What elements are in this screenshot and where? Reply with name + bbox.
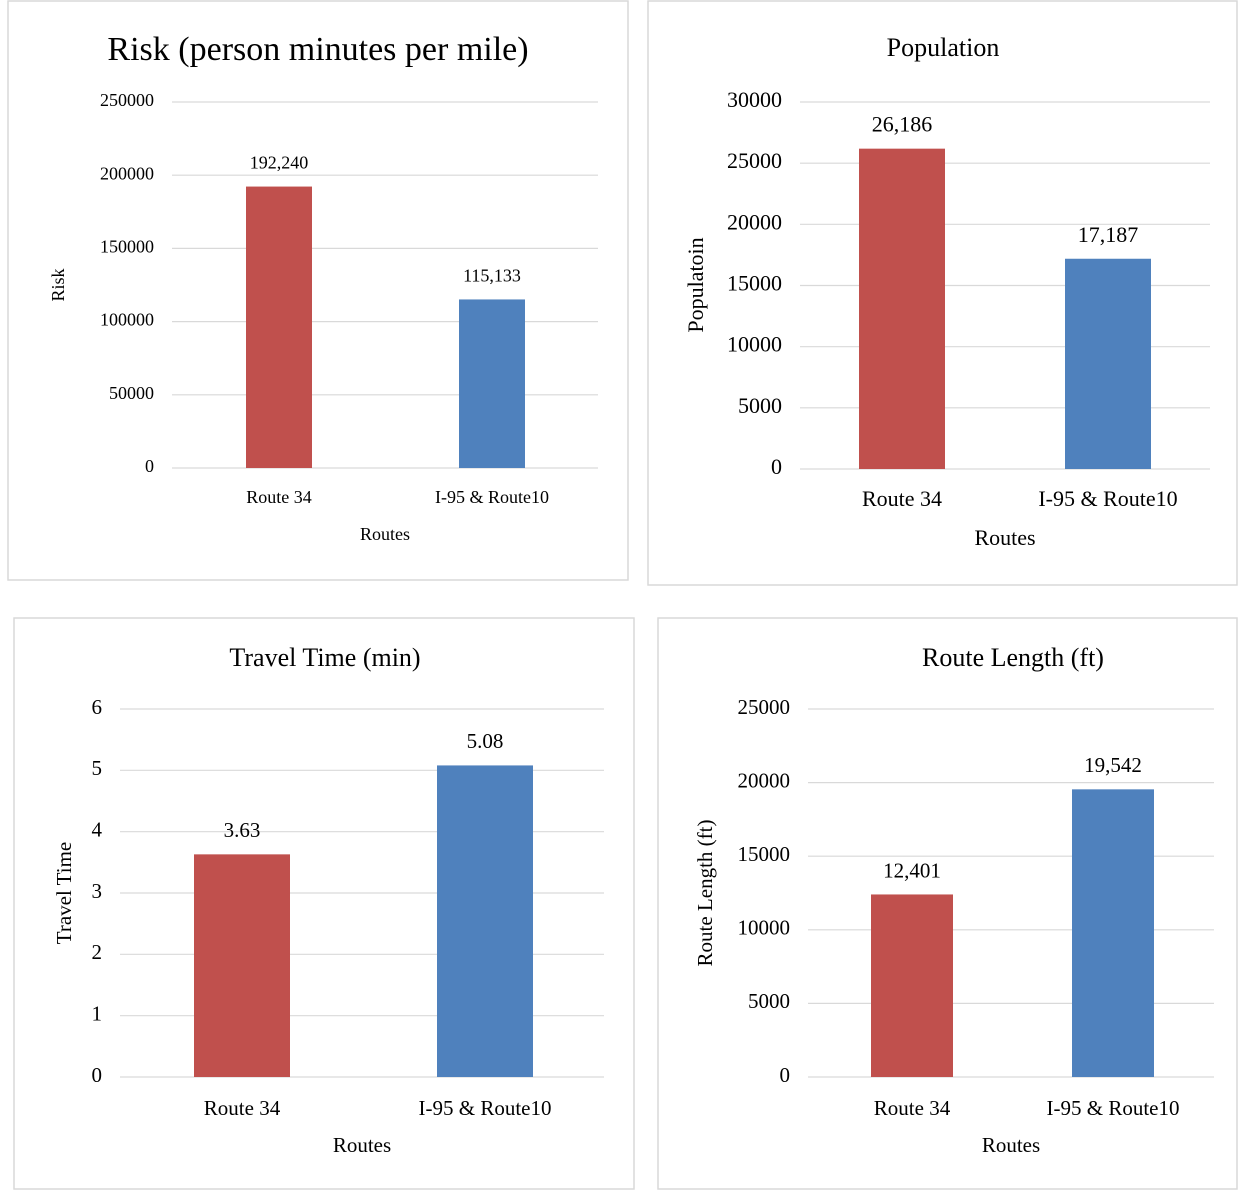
x-tick-label: I-95 & Route10 xyxy=(435,487,549,507)
value-label: 3.63 xyxy=(224,818,261,842)
x-tick-label: Route 34 xyxy=(246,487,312,507)
y-tick-label: 20000 xyxy=(738,768,791,792)
bar xyxy=(459,299,525,468)
y-tick-label: 15000 xyxy=(738,842,791,866)
y-tick-label: 50000 xyxy=(109,383,154,403)
y-tick-label: 150000 xyxy=(100,237,154,257)
chart-title: Route Length (ft) xyxy=(922,643,1104,672)
y-tick-label: 1 xyxy=(92,1001,103,1025)
x-axis-title: Routes xyxy=(974,525,1035,550)
chart-title: Risk (person minutes per mile) xyxy=(107,31,528,68)
y-tick-label: 25000 xyxy=(727,148,782,173)
y-tick-label: 5000 xyxy=(738,393,782,418)
value-label: 19,542 xyxy=(1084,753,1142,777)
x-axis-title: Routes xyxy=(333,1133,391,1157)
y-tick-label: 0 xyxy=(780,1063,791,1087)
bar xyxy=(194,854,290,1077)
x-axis-title: Routes xyxy=(982,1133,1040,1157)
y-axis-title: Risk xyxy=(48,268,68,301)
x-tick-label: I-95 & Route10 xyxy=(419,1096,552,1120)
value-label: 12,401 xyxy=(883,858,941,882)
y-tick-label: 10000 xyxy=(727,332,782,357)
y-tick-label: 5 xyxy=(92,756,103,780)
y-tick-label: 10000 xyxy=(738,916,791,940)
y-tick-label: 25000 xyxy=(738,695,791,719)
value-label: 192,240 xyxy=(250,153,309,173)
bar xyxy=(1065,258,1151,469)
bar xyxy=(859,148,945,469)
y-tick-label: 2 xyxy=(92,940,103,964)
bar xyxy=(871,894,953,1077)
x-axis-title: Routes xyxy=(360,524,410,544)
x-tick-label: Route 34 xyxy=(862,486,942,511)
y-axis-title: Travel Time xyxy=(52,842,76,945)
x-tick-label: I-95 & Route10 xyxy=(1047,1096,1180,1120)
y-tick-label: 15000 xyxy=(727,271,782,296)
y-tick-label: 100000 xyxy=(100,310,154,330)
bar xyxy=(246,186,312,468)
y-tick-label: 0 xyxy=(771,454,782,479)
x-tick-label: Route 34 xyxy=(874,1096,951,1120)
y-tick-label: 0 xyxy=(145,456,154,476)
y-axis-title: Populatoin xyxy=(683,237,708,332)
chart-title: Travel Time (min) xyxy=(229,643,420,672)
x-tick-label: Route 34 xyxy=(204,1096,281,1120)
value-label: 26,186 xyxy=(872,112,933,137)
value-label: 5.08 xyxy=(467,729,504,753)
bar xyxy=(1072,789,1154,1077)
chart-title: Population xyxy=(887,33,1000,62)
value-label: 17,187 xyxy=(1078,222,1139,247)
y-axis-title: Route Length (ft) xyxy=(693,820,717,967)
y-tick-label: 6 xyxy=(92,695,103,719)
y-tick-label: 5000 xyxy=(748,989,790,1013)
panel-frame xyxy=(7,0,629,581)
y-tick-label: 4 xyxy=(92,817,103,841)
y-tick-label: 250000 xyxy=(100,90,154,110)
value-label: 115,133 xyxy=(463,266,521,286)
y-tick-label: 3 xyxy=(92,879,103,903)
y-tick-label: 200000 xyxy=(100,163,154,183)
bar xyxy=(437,765,533,1077)
x-tick-label: I-95 & Route10 xyxy=(1038,486,1177,511)
y-tick-label: 0 xyxy=(92,1063,103,1087)
y-tick-label: 30000 xyxy=(727,87,782,112)
y-tick-label: 20000 xyxy=(727,209,782,234)
